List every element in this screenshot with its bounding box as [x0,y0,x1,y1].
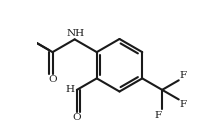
Text: O: O [48,75,57,84]
Text: H: H [66,85,75,94]
Text: F: F [179,70,187,80]
Text: F: F [154,110,162,119]
Text: F: F [179,100,187,109]
Text: O: O [73,113,81,122]
Text: NH: NH [66,29,84,38]
